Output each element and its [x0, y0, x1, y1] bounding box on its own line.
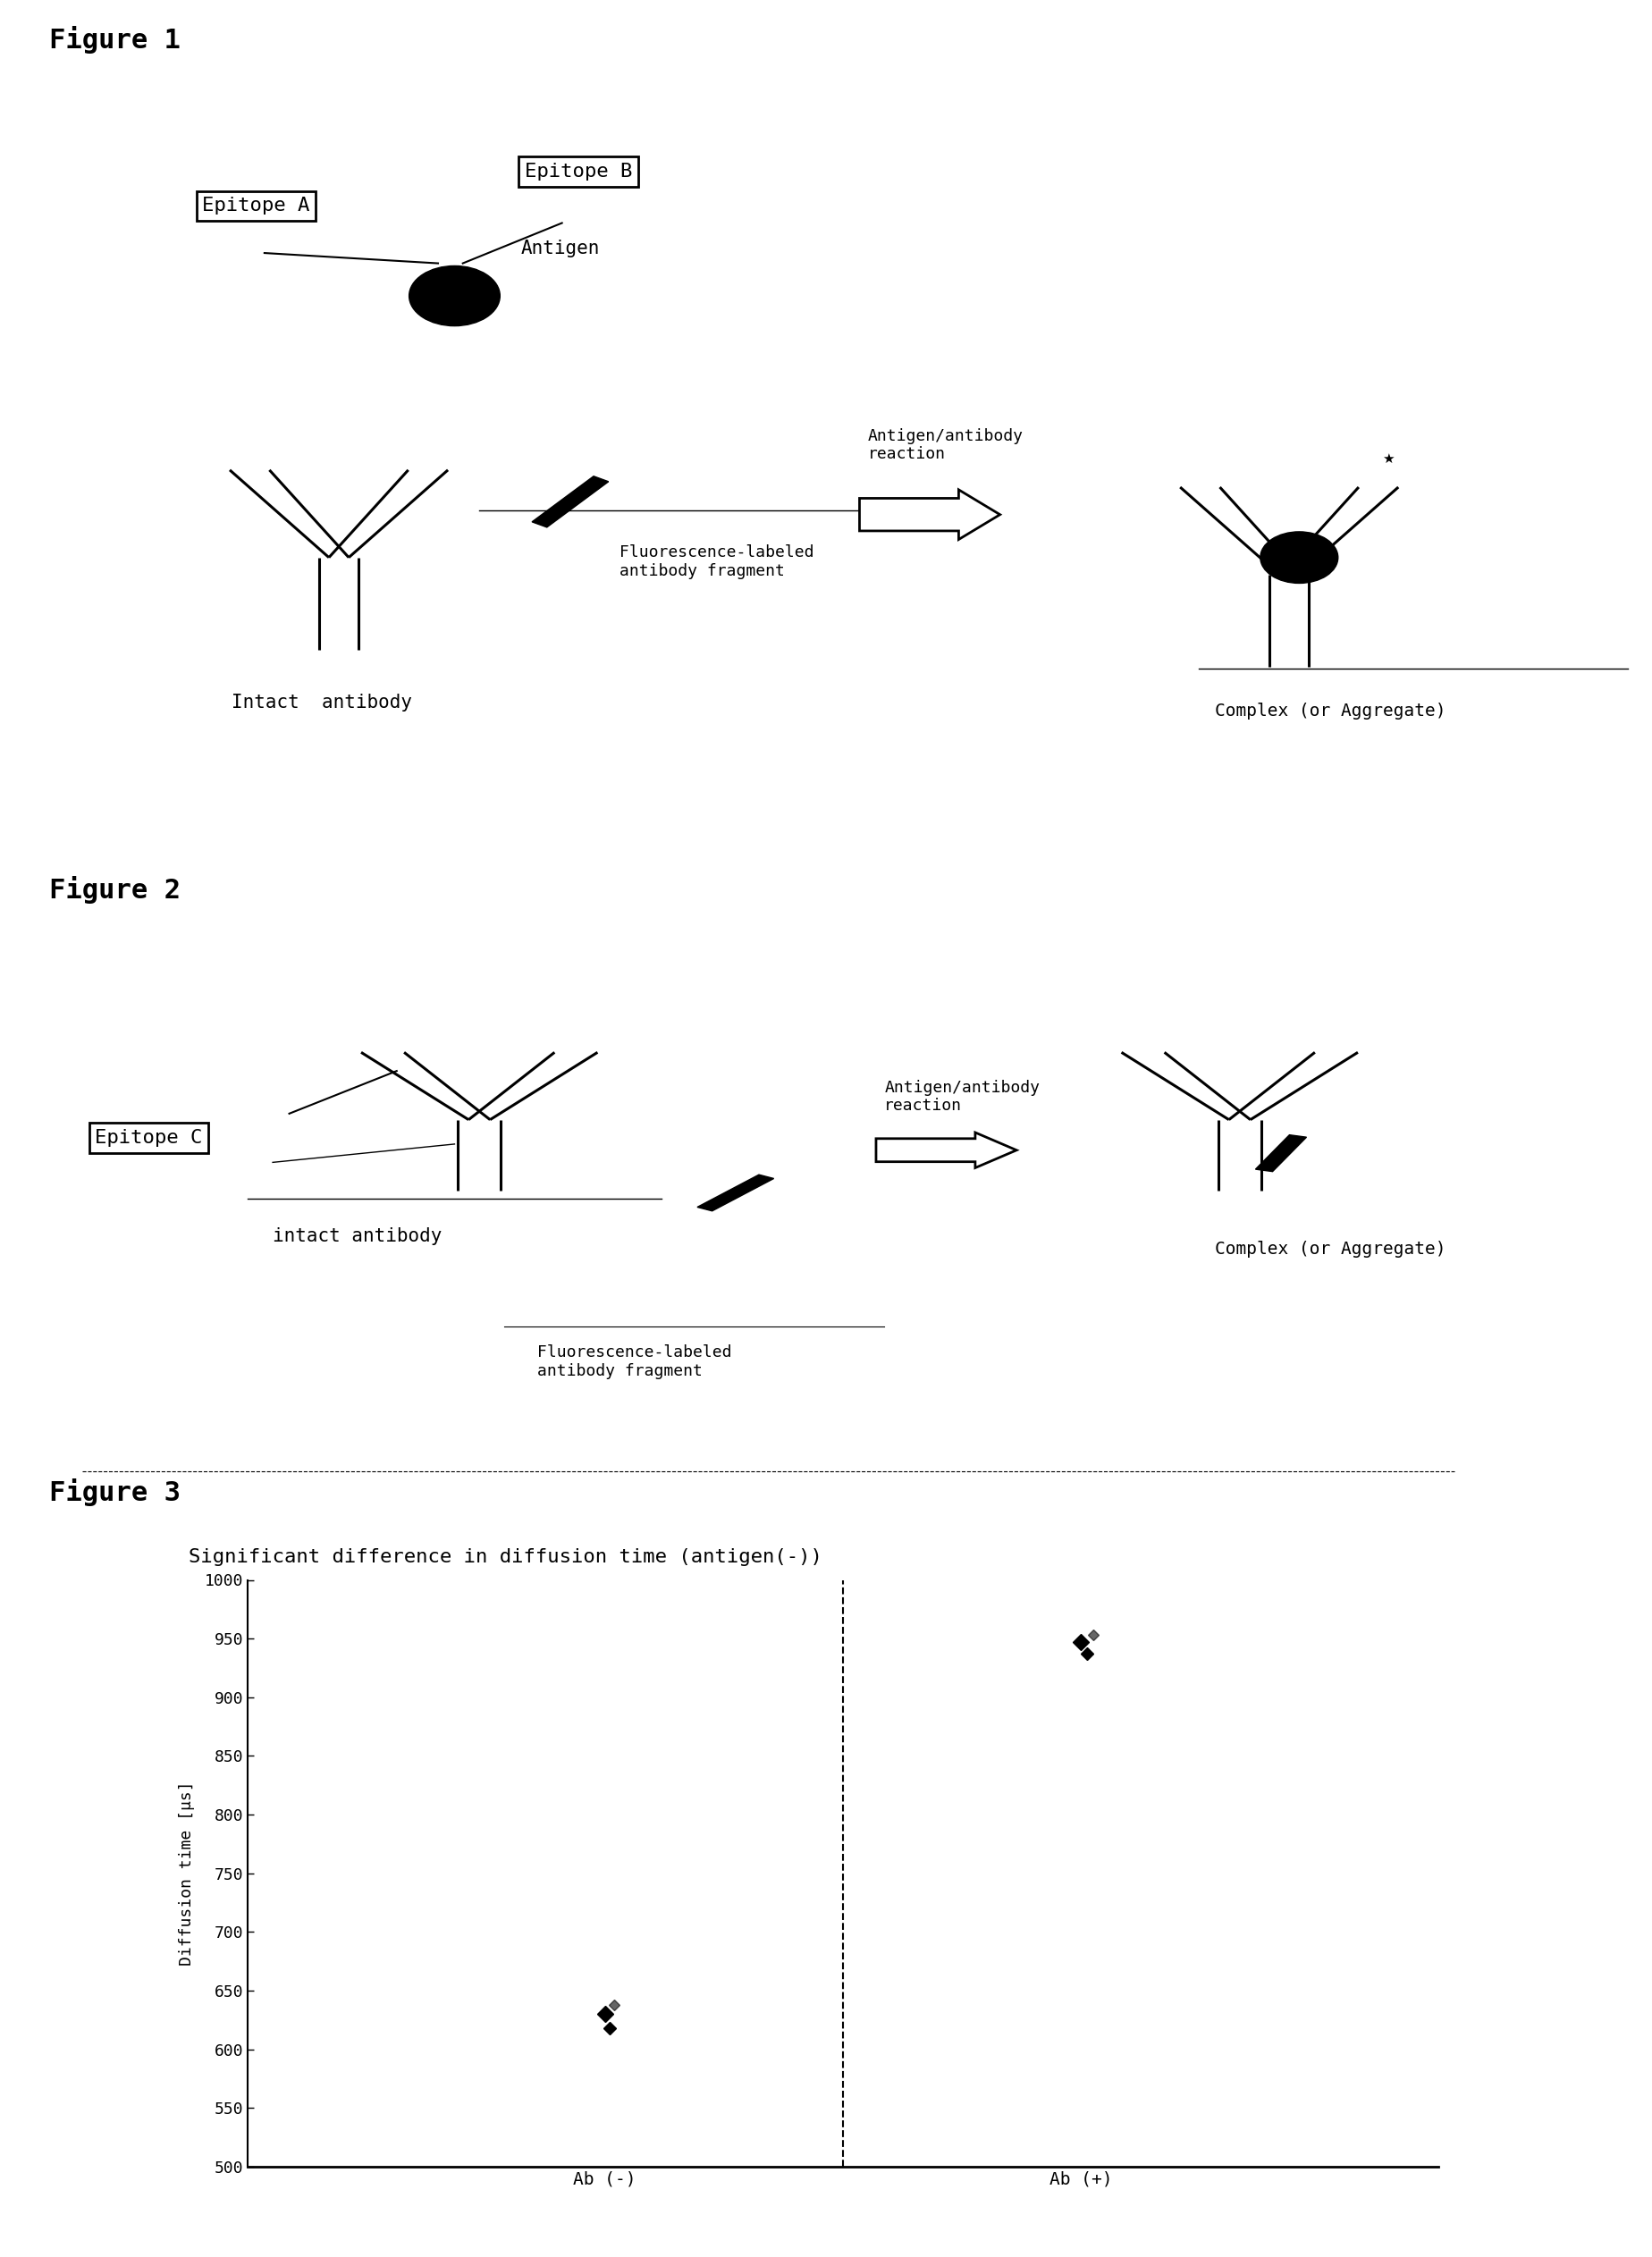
Text: Figure 3: Figure 3: [50, 1478, 182, 1505]
Text: Antigen/antibody
reaction: Antigen/antibody reaction: [884, 1079, 1039, 1115]
Polygon shape: [697, 1174, 773, 1212]
Text: intact antibody: intact antibody: [273, 1228, 441, 1246]
Ellipse shape: [1260, 533, 1336, 582]
Text: Complex (or Aggregate): Complex (or Aggregate): [1214, 1241, 1446, 1257]
Polygon shape: [532, 476, 608, 528]
Text: Figure 1: Figure 1: [50, 25, 182, 54]
Text: Fluorescence-labeled
antibody fragment: Fluorescence-labeled antibody fragment: [537, 1345, 732, 1379]
Ellipse shape: [410, 266, 499, 325]
Text: Epitope C: Epitope C: [94, 1128, 203, 1147]
Y-axis label: Diffusion time [µs]: Diffusion time [µs]: [178, 1781, 195, 1966]
Text: Antigen/antibody
reaction: Antigen/antibody reaction: [867, 429, 1023, 463]
FancyArrow shape: [876, 1133, 1016, 1167]
Text: Figure 2: Figure 2: [50, 876, 182, 903]
FancyArrow shape: [859, 490, 999, 539]
Text: Significant difference in diffusion time (antigen(-)): Significant difference in diffusion time…: [188, 1548, 821, 1566]
Text: Antigen: Antigen: [520, 239, 600, 257]
Text: Epitope B: Epitope B: [524, 163, 633, 181]
Text: ★: ★: [1381, 451, 1394, 465]
Text: Epitope A: Epitope A: [202, 196, 311, 214]
Polygon shape: [1256, 1135, 1305, 1171]
Text: Complex (or Aggregate): Complex (or Aggregate): [1214, 702, 1446, 720]
Text: Fluorescence-labeled
antibody fragment: Fluorescence-labeled antibody fragment: [620, 544, 814, 580]
Text: Intact  antibody: Intact antibody: [231, 693, 411, 711]
